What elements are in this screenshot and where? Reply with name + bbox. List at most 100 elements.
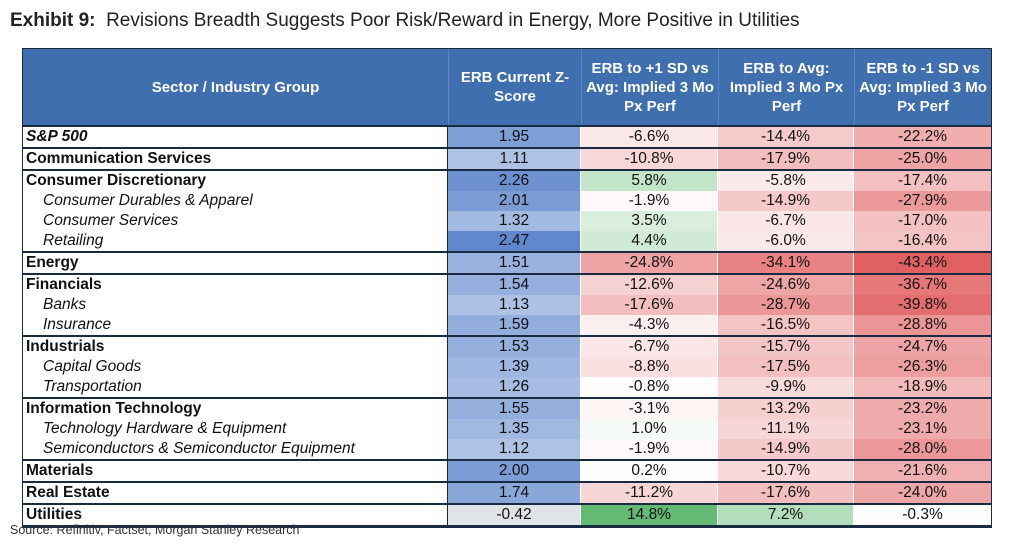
sector-name: Utilities: [23, 505, 448, 525]
cell-minus1sd: -24.0%: [854, 483, 991, 503]
cell-plus1sd: -24.8%: [581, 253, 718, 273]
exhibit-title-text: Revisions Breadth Suggests Poor Risk/Rew…: [106, 10, 800, 31]
row-group: Industrials 1.53 -6.7% -15.7% -24.7% Capital …: [23, 337, 991, 399]
table-row: S&P 500 1.95 -6.6% -14.4% -22.2%: [23, 127, 991, 147]
table-header: Sector / Industry Group ERB Current Z-Sc…: [23, 49, 991, 127]
cell-plus1sd: 0.2%: [581, 461, 718, 481]
sector-name: Real Estate: [23, 483, 448, 503]
sector-name: Banks: [23, 295, 448, 315]
row-group: Real Estate 1.74 -11.2% -17.6% -24.0%: [23, 483, 991, 505]
cell-zscore: 1.53: [448, 337, 581, 357]
cell-avg: 7.2%: [718, 505, 854, 525]
cell-zscore: 1.26: [448, 377, 581, 397]
row-group: Utilities -0.42 14.8% 7.2% -0.3%: [23, 505, 991, 527]
sector-name: Insurance: [23, 315, 448, 335]
cell-zscore: 1.95: [448, 127, 581, 147]
sector-name: Consumer Services: [23, 211, 448, 231]
cell-minus1sd: -16.4%: [854, 231, 991, 251]
cell-plus1sd: 4.4%: [581, 231, 718, 251]
header-avg: ERB to Avg: Implied 3 Mo Px Perf: [718, 49, 854, 125]
table-body: S&P 500 1.95 -6.6% -14.4% -22.2% Communicatio…: [23, 127, 991, 527]
sector-name: Industrials: [23, 337, 448, 357]
table-row: Insurance 1.59 -4.3% -16.5% -28.8%: [23, 315, 991, 335]
cell-minus1sd: -23.1%: [854, 419, 991, 439]
sector-name: Materials: [23, 461, 448, 481]
cell-avg: -13.2%: [718, 399, 854, 419]
cell-avg: -15.7%: [718, 337, 854, 357]
header-plus1sd: ERB to +1 SD vs Avg: Implied 3 Mo Px Per…: [581, 49, 718, 125]
row-group: Financials 1.54 -12.6% -24.6% -36.7% Banks 1.1…: [23, 275, 991, 337]
cell-minus1sd: -0.3%: [854, 505, 991, 525]
source-note: Source: Refinitiv, Factset, Morgan Stanl…: [10, 523, 300, 537]
cell-minus1sd: -28.0%: [854, 439, 991, 459]
table-row: Semiconductors & Semiconductor Equipment…: [23, 439, 991, 459]
cell-zscore: 1.51: [448, 253, 581, 273]
sector-name: Capital Goods: [23, 357, 448, 377]
cell-minus1sd: -17.4%: [854, 171, 991, 191]
row-group: S&P 500 1.95 -6.6% -14.4% -22.2%: [23, 127, 991, 149]
cell-zscore: 1.55: [448, 399, 581, 419]
header-minus1sd: ERB to -1 SD vs Avg: Implied 3 Mo Px Per…: [854, 49, 991, 125]
cell-minus1sd: -18.9%: [854, 377, 991, 397]
cell-plus1sd: -17.6%: [581, 295, 718, 315]
cell-minus1sd: -22.2%: [854, 127, 991, 147]
cell-avg: -6.0%: [718, 231, 854, 251]
table-row: Consumer Durables & Apparel 2.01 -1.9% -14.…: [23, 191, 991, 211]
cell-avg: -34.1%: [718, 253, 854, 273]
cell-plus1sd: -3.1%: [581, 399, 718, 419]
cell-minus1sd: -36.7%: [854, 275, 991, 295]
sector-name: Technology Hardware & Equipment: [23, 419, 448, 439]
cell-zscore: 1.59: [448, 315, 581, 335]
cell-zscore: 2.26: [448, 171, 581, 191]
cell-plus1sd: -6.6%: [581, 127, 718, 147]
exhibit-title: Exhibit 9: Revisions Breadth Suggests Po…: [10, 10, 800, 32]
exhibit-number: Exhibit 9:: [10, 10, 96, 31]
row-group: Communication Services 1.11 -10.8% -17.9% -2…: [23, 149, 991, 171]
cell-avg: -14.9%: [718, 191, 854, 211]
table-row: Utilities -0.42 14.8% 7.2% -0.3%: [23, 505, 991, 525]
cell-plus1sd: 1.0%: [581, 419, 718, 439]
cell-avg: -16.5%: [718, 315, 854, 335]
cell-zscore: 2.47: [448, 231, 581, 251]
cell-plus1sd: -8.8%: [581, 357, 718, 377]
cell-avg: -17.6%: [718, 483, 854, 503]
cell-avg: -24.6%: [718, 275, 854, 295]
sector-name: Financials: [23, 275, 448, 295]
cell-avg: -17.9%: [718, 149, 854, 169]
cell-zscore: 2.00: [448, 461, 581, 481]
cell-avg: -11.1%: [718, 419, 854, 439]
cell-plus1sd: 3.5%: [581, 211, 718, 231]
row-group: Consumer Discretionary 2.26 5.8% -5.8% -17.4…: [23, 171, 991, 253]
cell-avg: -17.5%: [718, 357, 854, 377]
cell-plus1sd: -0.8%: [581, 377, 718, 397]
cell-zscore: -0.42: [448, 505, 581, 525]
sector-name: Information Technology: [23, 399, 448, 419]
cell-minus1sd: -43.4%: [854, 253, 991, 273]
cell-zscore: 2.01: [448, 191, 581, 211]
table-row: Financials 1.54 -12.6% -24.6% -36.7%: [23, 275, 991, 295]
cell-zscore: 1.32: [448, 211, 581, 231]
table-row: Energy 1.51 -24.8% -34.1% -43.4%: [23, 253, 991, 273]
header-zscore: ERB Current Z-Score: [448, 49, 581, 125]
table-row: Capital Goods 1.39 -8.8% -17.5% -26.3%: [23, 357, 991, 377]
cell-plus1sd: 5.8%: [581, 171, 718, 191]
table-row: Consumer Discretionary 2.26 5.8% -5.8% -17.4…: [23, 171, 991, 191]
row-group: Energy 1.51 -24.8% -34.1% -43.4%: [23, 253, 991, 275]
cell-minus1sd: -26.3%: [854, 357, 991, 377]
table-row: Consumer Services 1.32 3.5% -6.7% -17.0%: [23, 211, 991, 231]
cell-minus1sd: -23.2%: [854, 399, 991, 419]
cell-zscore: 1.74: [448, 483, 581, 503]
cell-plus1sd: -4.3%: [581, 315, 718, 335]
table-row: Technology Hardware & Equipment 1.35 1.0% -…: [23, 419, 991, 439]
sector-name: Consumer Durables & Apparel: [23, 191, 448, 211]
cell-plus1sd: -11.2%: [581, 483, 718, 503]
cell-plus1sd: -10.8%: [581, 149, 718, 169]
cell-minus1sd: -24.7%: [854, 337, 991, 357]
cell-plus1sd: -6.7%: [581, 337, 718, 357]
cell-minus1sd: -39.8%: [854, 295, 991, 315]
cell-zscore: 1.54: [448, 275, 581, 295]
header-sector: Sector / Industry Group: [151, 78, 320, 96]
cell-avg: -9.9%: [718, 377, 854, 397]
sector-name: Communication Services: [23, 149, 448, 169]
cell-minus1sd: -21.6%: [854, 461, 991, 481]
